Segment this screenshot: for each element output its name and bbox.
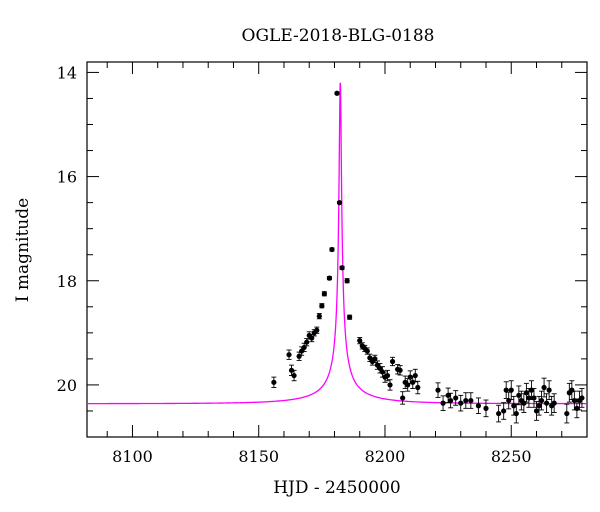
data-point xyxy=(329,246,335,253)
y-tick-label: 14 xyxy=(57,63,77,82)
data-point xyxy=(516,392,522,398)
data-point xyxy=(288,367,295,373)
data-point xyxy=(344,278,350,284)
data-point xyxy=(296,353,302,359)
data-point xyxy=(483,405,489,411)
data-point xyxy=(286,352,292,358)
data-point xyxy=(496,410,502,417)
data-point xyxy=(410,379,416,385)
x-tick-label: 8200 xyxy=(365,447,406,466)
data-point xyxy=(458,400,464,406)
x-tick-label: 8150 xyxy=(238,447,279,466)
data-point xyxy=(448,397,454,404)
data-point xyxy=(389,358,396,365)
data-point xyxy=(569,387,575,393)
x-axis-label: HJD - 2450000 xyxy=(273,478,401,498)
data-point xyxy=(347,314,353,320)
data-point xyxy=(501,408,507,414)
data-point xyxy=(521,400,527,406)
data-point xyxy=(579,395,585,401)
data-point xyxy=(357,338,363,344)
x-tick-label: 8100 xyxy=(112,447,153,466)
data-point xyxy=(541,384,547,391)
data-point xyxy=(271,379,277,385)
data-point xyxy=(564,410,570,417)
data-point xyxy=(407,374,413,380)
data-point xyxy=(475,403,482,409)
data-point xyxy=(304,339,310,345)
data-point xyxy=(400,395,406,401)
data-point xyxy=(551,400,557,406)
model-curve xyxy=(86,82,587,405)
data-point xyxy=(463,397,469,404)
y-tick-label: 16 xyxy=(57,168,77,187)
data-point xyxy=(372,356,378,362)
data-point xyxy=(291,372,297,379)
data-point xyxy=(445,392,451,398)
data-point xyxy=(387,382,393,388)
data-point xyxy=(523,390,529,396)
data-point xyxy=(506,397,512,404)
data-point xyxy=(503,387,509,393)
data-point xyxy=(364,348,370,354)
data-point xyxy=(543,400,550,406)
data-point xyxy=(299,348,305,354)
axis-ticks xyxy=(87,62,588,438)
data-point xyxy=(319,303,325,309)
plot-frame xyxy=(86,61,588,438)
x-tick-label: 8250 xyxy=(491,447,532,466)
y-axis-label: I magnitude xyxy=(13,198,33,302)
data-point xyxy=(314,327,320,333)
tick-labels: 8100 8150 8200 8250 14 16 18 20 xyxy=(57,63,532,466)
data-point xyxy=(412,372,418,379)
y-tick-label: 20 xyxy=(57,376,77,395)
data-point xyxy=(453,395,459,401)
data-point xyxy=(339,265,345,271)
data-point xyxy=(336,200,343,206)
data-point xyxy=(321,291,327,297)
data-point xyxy=(367,355,373,361)
data-point xyxy=(397,367,403,373)
data-point xyxy=(415,384,421,391)
data-point xyxy=(533,408,540,414)
data-point xyxy=(440,400,446,406)
data-point xyxy=(513,410,519,417)
data-point xyxy=(379,369,386,375)
data-point xyxy=(536,403,542,409)
data-point xyxy=(326,275,333,281)
data-point xyxy=(531,395,537,401)
data-point xyxy=(309,335,315,341)
data-point xyxy=(334,90,340,96)
data-point xyxy=(508,387,514,393)
data-point xyxy=(538,397,545,404)
data-point xyxy=(316,313,322,319)
data-point xyxy=(435,387,441,393)
chart-title: OGLE-2018-BLG-0188 xyxy=(242,26,435,46)
data-point xyxy=(546,387,552,393)
data-points xyxy=(271,90,585,424)
data-point xyxy=(384,372,391,379)
data-point xyxy=(468,397,474,404)
y-tick-label: 18 xyxy=(57,272,77,291)
